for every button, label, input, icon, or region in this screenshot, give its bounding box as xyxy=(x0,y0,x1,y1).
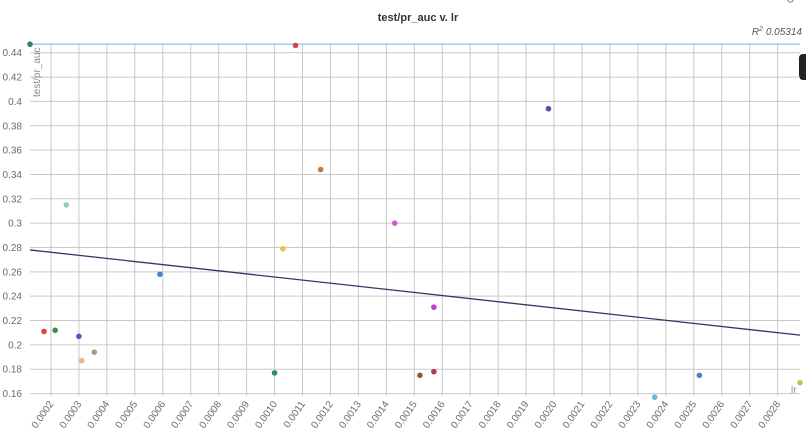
points-layer xyxy=(27,41,803,401)
chart-title: test/pr_auc v. lr xyxy=(378,12,459,24)
y-tick-label: 0.4 xyxy=(8,97,22,108)
y-tick-label: 0.26 xyxy=(3,267,23,278)
y-tick-label: 0.32 xyxy=(3,194,23,205)
x-tick-label: 0.0016 xyxy=(421,399,448,431)
y-axis-label: test/pr_auc xyxy=(32,48,43,97)
y-tick-label: 0.34 xyxy=(3,170,23,181)
data-point[interactable] xyxy=(431,368,437,375)
data-point[interactable] xyxy=(63,202,70,208)
data-point[interactable] xyxy=(545,105,552,112)
data-point[interactable] xyxy=(78,357,85,364)
data-point[interactable] xyxy=(391,220,398,226)
gear-icon[interactable]: ⚙ xyxy=(786,0,795,6)
data-point[interactable] xyxy=(280,245,286,252)
x-tick-label: 0.0019 xyxy=(505,399,532,431)
y-tick-label: 0.44 xyxy=(3,48,23,59)
x-tick-label: 0.0021 xyxy=(561,399,588,431)
y-tick-label: 0.36 xyxy=(3,146,23,157)
data-point[interactable] xyxy=(91,349,98,355)
side-panel-tab[interactable] xyxy=(799,54,806,80)
trendline xyxy=(29,249,801,336)
data-point[interactable] xyxy=(417,372,423,379)
x-tick-label: 0.0028 xyxy=(757,399,784,431)
y-tick-label: 0.24 xyxy=(3,292,23,303)
data-point[interactable] xyxy=(271,370,278,376)
data-point[interactable] xyxy=(696,372,703,379)
data-point[interactable] xyxy=(52,327,58,334)
x-tick-label: 0.0007 xyxy=(170,399,197,431)
data-point[interactable] xyxy=(157,271,163,278)
x-axis-label: lr xyxy=(791,385,797,396)
x-tick-label: 0.0004 xyxy=(86,399,113,431)
y-tick-label: 0.38 xyxy=(3,121,23,132)
x-tick-label: 0.0013 xyxy=(337,399,364,431)
x-tick-label: 0.0009 xyxy=(226,399,253,431)
x-tick-label: 0.0010 xyxy=(253,399,280,431)
y-tick-label: 0.28 xyxy=(3,243,23,254)
x-tick-label: 0.0026 xyxy=(701,399,728,431)
data-point[interactable] xyxy=(651,394,658,401)
x-tick-label: 0.0006 xyxy=(142,399,169,431)
x-tick-label: 0.0014 xyxy=(365,399,392,431)
data-point[interactable] xyxy=(76,333,82,340)
x-tick-label: 0.0025 xyxy=(673,399,700,431)
x-tick-label: 0.0023 xyxy=(617,399,644,431)
x-tick-label: 0.0020 xyxy=(533,399,560,431)
data-point[interactable] xyxy=(317,166,324,173)
x-tick-label: 0.0024 xyxy=(645,399,672,431)
x-tick-label: 0.0018 xyxy=(477,399,504,431)
more-options-icon[interactable]: ⋯ xyxy=(796,0,806,4)
data-point[interactable] xyxy=(431,304,437,310)
r-squared-label: R2 0.05314 xyxy=(752,26,803,38)
data-point[interactable] xyxy=(797,379,803,386)
data-point[interactable] xyxy=(292,42,299,49)
y-tick-label: 0.22 xyxy=(3,316,23,327)
x-tick-label: 0.0003 xyxy=(58,399,85,431)
trendline-layer xyxy=(29,249,801,336)
x-tick-label: 0.0008 xyxy=(198,399,225,431)
x-tick-label: 0.0015 xyxy=(393,399,420,431)
data-point[interactable] xyxy=(27,41,33,48)
y-tick-label: 0.18 xyxy=(3,365,23,376)
x-tick-label: 0.0005 xyxy=(114,399,141,431)
y-tick-label: 0.42 xyxy=(3,73,23,84)
x-tick-label: 0.0017 xyxy=(449,399,476,431)
data-point[interactable] xyxy=(41,328,47,335)
x-tick-labels: 0.0002 0.0003 0.0004 0.0005 0.0006 0.0007 0.00… xyxy=(30,399,783,431)
y-tick-label: 0.2 xyxy=(8,340,22,351)
grid xyxy=(30,43,800,396)
x-tick-label: 0.0022 xyxy=(589,399,616,431)
x-tick-label: 0.0002 xyxy=(30,399,57,431)
x-tick-label: 0.0012 xyxy=(309,399,336,431)
y-tick-label: 0.16 xyxy=(3,389,23,400)
y-tick-labels: 0.16 0.18 0.2 0.22 0.24 0.26 0.28 0.3 0.32 0.34 0.… xyxy=(3,48,23,400)
x-tick-label: 0.0027 xyxy=(729,399,756,431)
x-tick-label: 0.0011 xyxy=(282,399,308,430)
y-tick-label: 0.3 xyxy=(8,219,22,230)
